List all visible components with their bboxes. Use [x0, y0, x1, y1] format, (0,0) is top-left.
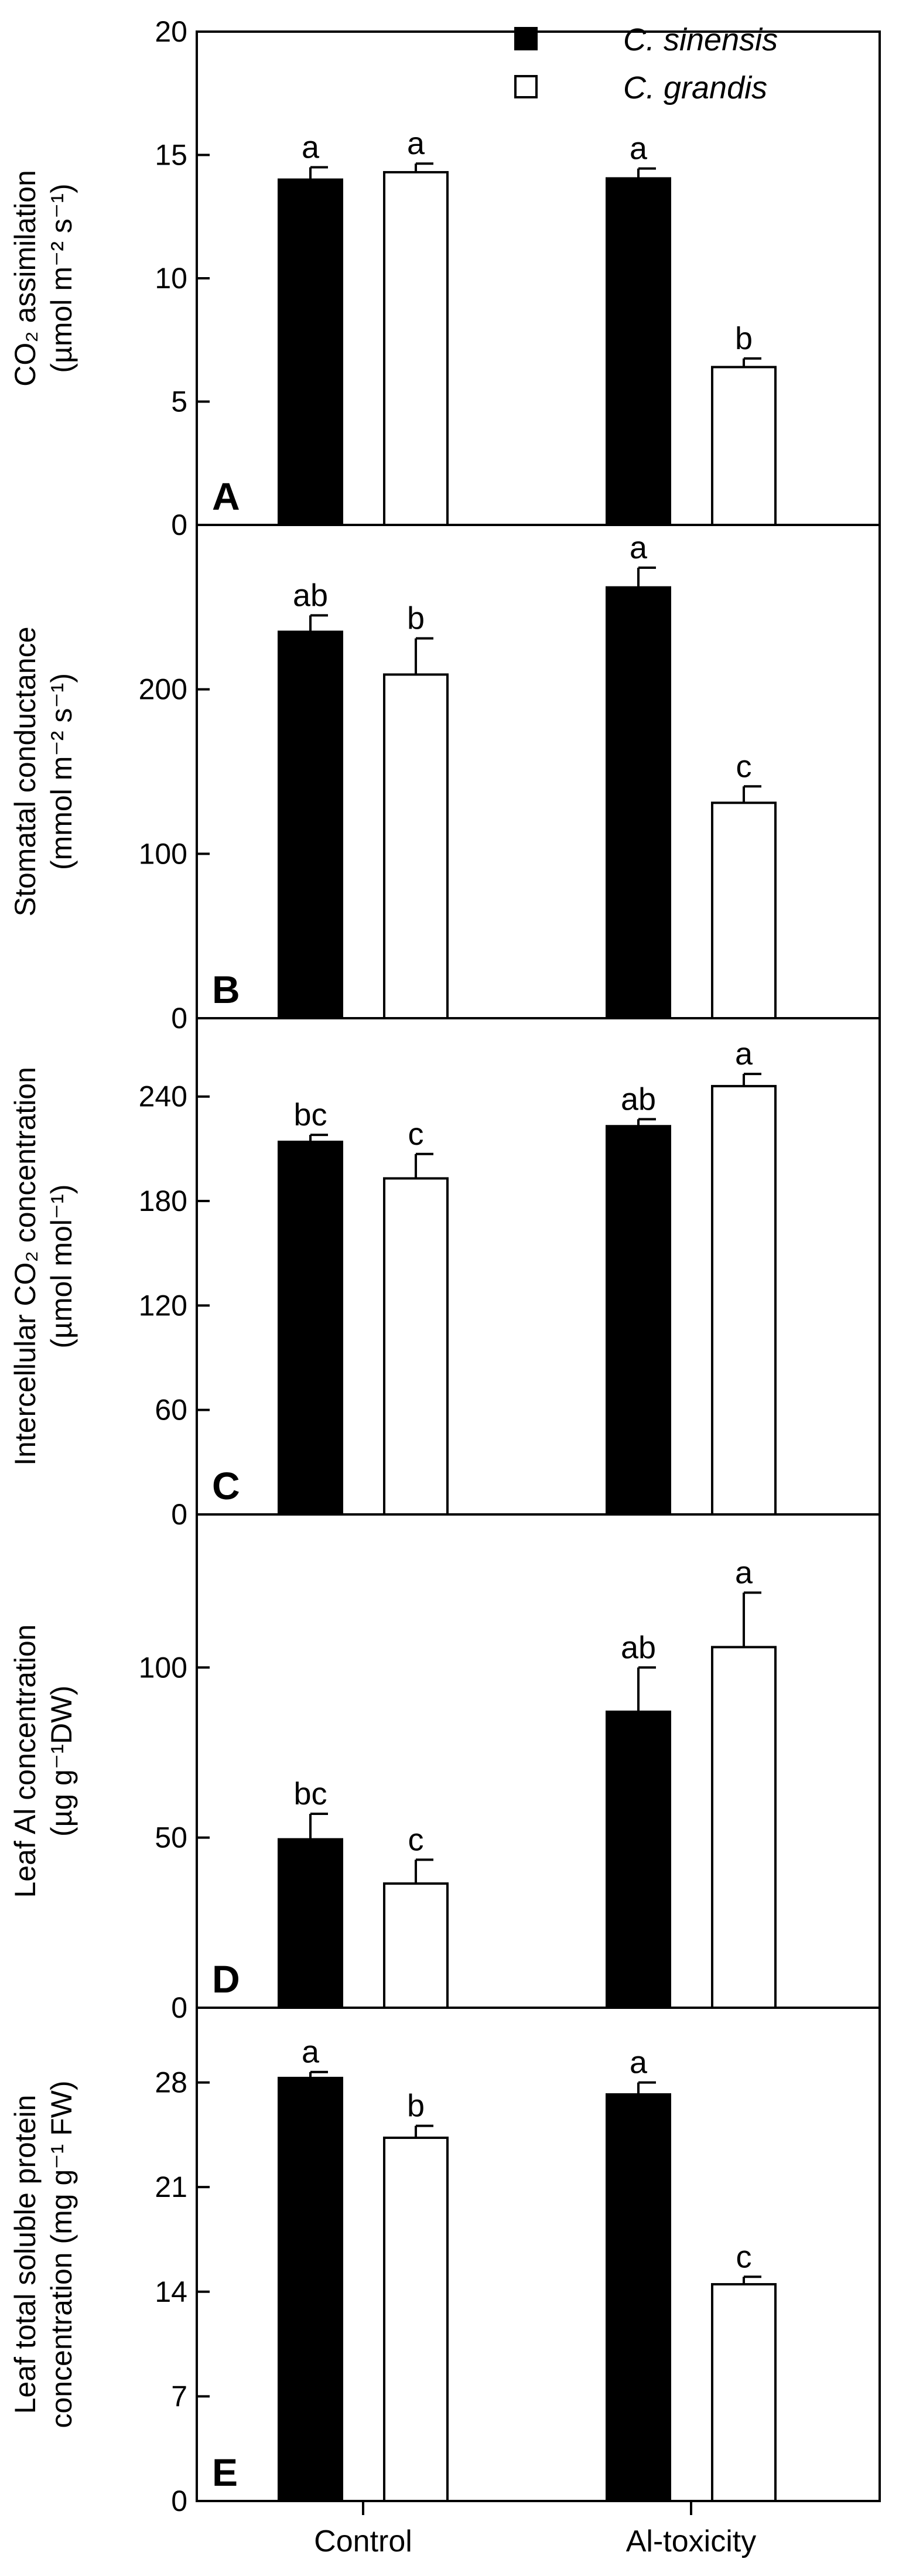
panel-d-ytick-label-2: 100	[139, 1651, 187, 1684]
panel-c-sig-label-grandis-al-toxicity: a	[735, 1036, 753, 1072]
shared-x-axis: Control Al-toxicity	[314, 2501, 756, 2558]
panel-d-letter: D	[212, 1957, 240, 2001]
panel-a-sig-label-grandis-control: a	[407, 126, 425, 161]
panel-b-bar-grandis-control	[383, 673, 449, 1019]
panel-a-bar-grandis-al-toxicity	[711, 366, 777, 526]
panel-d-sig-label-grandis-al-toxicity: a	[735, 1555, 753, 1591]
panel-d-bar-grandis-al-toxicity	[711, 1646, 777, 2009]
panel-d-bar-sinensis-al-toxicity	[606, 1710, 671, 2009]
panel-a-ytick-label-1: 5	[171, 385, 187, 418]
panel-b-bar-sinensis-al-toxicity	[606, 586, 671, 1019]
panel-e-bar-grandis-control	[383, 2136, 449, 2503]
panel-e-letter: E	[212, 2451, 238, 2494]
legend-swatch-c-sinensis	[514, 27, 538, 50]
panel-e-sig-label-sinensis-control: a	[302, 2035, 320, 2070]
panel-c-ytick-label-1: 60	[155, 1394, 187, 1427]
panel-b-sig-label-grandis-al-toxicity: c	[736, 749, 752, 784]
panel-e-frame	[196, 2007, 881, 2502]
panel-d-sig-label-grandis-control: c	[408, 1822, 424, 1857]
panel-e-ytick-label-3: 21	[155, 2171, 187, 2203]
legend-swatch-c-grandis	[514, 75, 538, 98]
panel-c-ylabel-line-0: Intercellular CO₂ concentration	[9, 1067, 42, 1466]
panel-a-bar-grandis-control	[383, 170, 449, 527]
panel-a-letter: A	[212, 475, 240, 518]
panel-a-ylabel: CO₂ assimilation (µmol m⁻² s⁻¹)	[9, 170, 78, 387]
panel-e-bar-sinensis-control	[278, 2076, 343, 2502]
panel-d-sig-label-sinensis-al-toxicity: ab	[621, 1630, 656, 1665]
panel-a: 0 5 10 15 20 a a a b A CO₂ assimilation (µmol m⁻² s…	[9, 15, 881, 541]
xtick-label-al-toxicity: Al-toxicity	[626, 2524, 756, 2558]
panel-b-bar-sinensis-control	[278, 630, 343, 1019]
panel-b-ylabel: Stomatal conductance (mmol m⁻² s⁻¹)	[9, 627, 78, 917]
panel-e-sig-label-sinensis-al-toxicity: a	[630, 2045, 648, 2080]
panel-d-ylabel: Leaf Al concentration (µg g⁻¹DW)	[9, 1625, 78, 1898]
panel-e-bar-sinensis-al-toxicity	[606, 2093, 671, 2502]
panel-c-bar-grandis-al-toxicity	[711, 1084, 777, 1516]
panel-a-ytick-label-3: 15	[155, 139, 187, 172]
panel-c-ylabel: Intercellular CO₂ concentration (µmol mol…	[9, 1067, 78, 1466]
panel-c-ytick-label-4: 240	[139, 1080, 187, 1113]
panel-e: 0 7 14 21 28 a a b c E Leaf total soluble protein c…	[9, 2007, 881, 2517]
panel-b-sig-label-sinensis-control: ab	[293, 578, 328, 613]
panel-b-sig-label-grandis-control: b	[407, 601, 425, 636]
panel-a-ylabel-line-1: (µmol m⁻² s⁻¹)	[45, 183, 78, 373]
legend-label-c-sinensis: C. sinensis	[623, 22, 778, 57]
panel-c: 0 60 120 180 240 bc ab c a C Intercellular CO₂ con…	[9, 1017, 881, 1531]
panel-c-bar-sinensis-al-toxicity	[606, 1125, 671, 1516]
panel-e-ytick-label-0: 0	[171, 2485, 187, 2517]
panel-d-ylabel-line-1: (µg g⁻¹DW)	[45, 1686, 78, 1837]
panel-a-ytick-label-4: 20	[155, 15, 187, 48]
panel-c-ylabel-line-1: (µmol mol⁻¹)	[45, 1184, 78, 1348]
panel-e-ytick-label-1: 7	[171, 2380, 187, 2413]
legend-label-c-grandis: C. grandis	[623, 70, 767, 105]
panel-e-ylabel: Leaf total soluble protein concentration …	[9, 2080, 78, 2428]
panel-e-ytick-label-4: 28	[155, 2066, 187, 2099]
panel-a-sig-label-sinensis-control: a	[302, 130, 320, 165]
panel-a-ytick-label-0: 0	[171, 509, 187, 541]
panel-d-bar-sinensis-control	[278, 1838, 343, 2009]
panel-a-sig-label-sinensis-al-toxicity: a	[630, 131, 648, 166]
panel-b-ytick-label-1: 100	[139, 837, 187, 870]
panel-c-ytick-label-3: 180	[139, 1185, 187, 1217]
panel-c-bar-sinensis-control	[278, 1141, 343, 1516]
panel-a-sig-label-grandis-al-toxicity: b	[735, 321, 753, 356]
panel-e-ylabel-line-1: concentration (mg g⁻¹ FW)	[45, 2080, 78, 2428]
panel-a-bar-sinensis-control	[278, 178, 343, 527]
panel-d-ytick-label-1: 50	[155, 1821, 187, 1854]
panel-d-ylabel-line-0: Leaf Al concentration	[9, 1625, 42, 1898]
panel-b-sig-label-sinensis-al-toxicity: a	[630, 530, 648, 565]
panel-c-ytick-label-0: 0	[171, 1498, 187, 1531]
xtick-label-control: Control	[314, 2524, 412, 2558]
panel-e-sig-label-grandis-control: b	[407, 2089, 425, 2124]
panel-c-sig-label-sinensis-control: bc	[293, 1097, 327, 1132]
panel-a-bar-sinensis-al-toxicity	[606, 177, 671, 526]
panel-a-ytick-label-2: 10	[155, 262, 187, 295]
panel-e-bar-grandis-al-toxicity	[711, 2283, 777, 2502]
panel-e-ylabel-line-0: Leaf total soluble protein	[9, 2095, 42, 2414]
chart-legend: C. sinensis C. grandis	[514, 22, 778, 105]
panel-d-bar-grandis-control	[383, 1882, 449, 2009]
panel-b-ylabel-line-1: (mmol m⁻² s⁻¹)	[45, 673, 78, 870]
panel-d-sig-label-sinensis-control: bc	[293, 1776, 327, 1811]
panel-a-ylabel-line-0: CO₂ assimilation	[9, 170, 42, 387]
panel-e-sig-label-grandis-al-toxicity: c	[736, 2239, 752, 2274]
panel-b-ytick-label-2: 200	[139, 673, 187, 706]
panel-b-ylabel-line-0: Stomatal conductance	[9, 627, 42, 917]
panel-c-sig-label-sinensis-al-toxicity: ab	[621, 1081, 656, 1117]
panel-b-letter: B	[212, 968, 240, 1011]
panel-c-letter: C	[212, 1464, 240, 1507]
panel-c-ytick-label-2: 120	[139, 1289, 187, 1322]
panel-e-ytick-label-2: 14	[155, 2275, 187, 2308]
panel-d-ytick-label-0: 0	[171, 1991, 187, 2024]
panel-d: 0 50 100 bc ab c a D Leaf Al concentration (µg g⁻…	[9, 1513, 881, 2024]
panel-c-bar-grandis-control	[383, 1177, 449, 1516]
panel-b-ytick-label-0: 0	[171, 1002, 187, 1035]
panel-b-bar-grandis-al-toxicity	[711, 801, 777, 1019]
panel-c-sig-label-grandis-control: c	[408, 1117, 424, 1152]
